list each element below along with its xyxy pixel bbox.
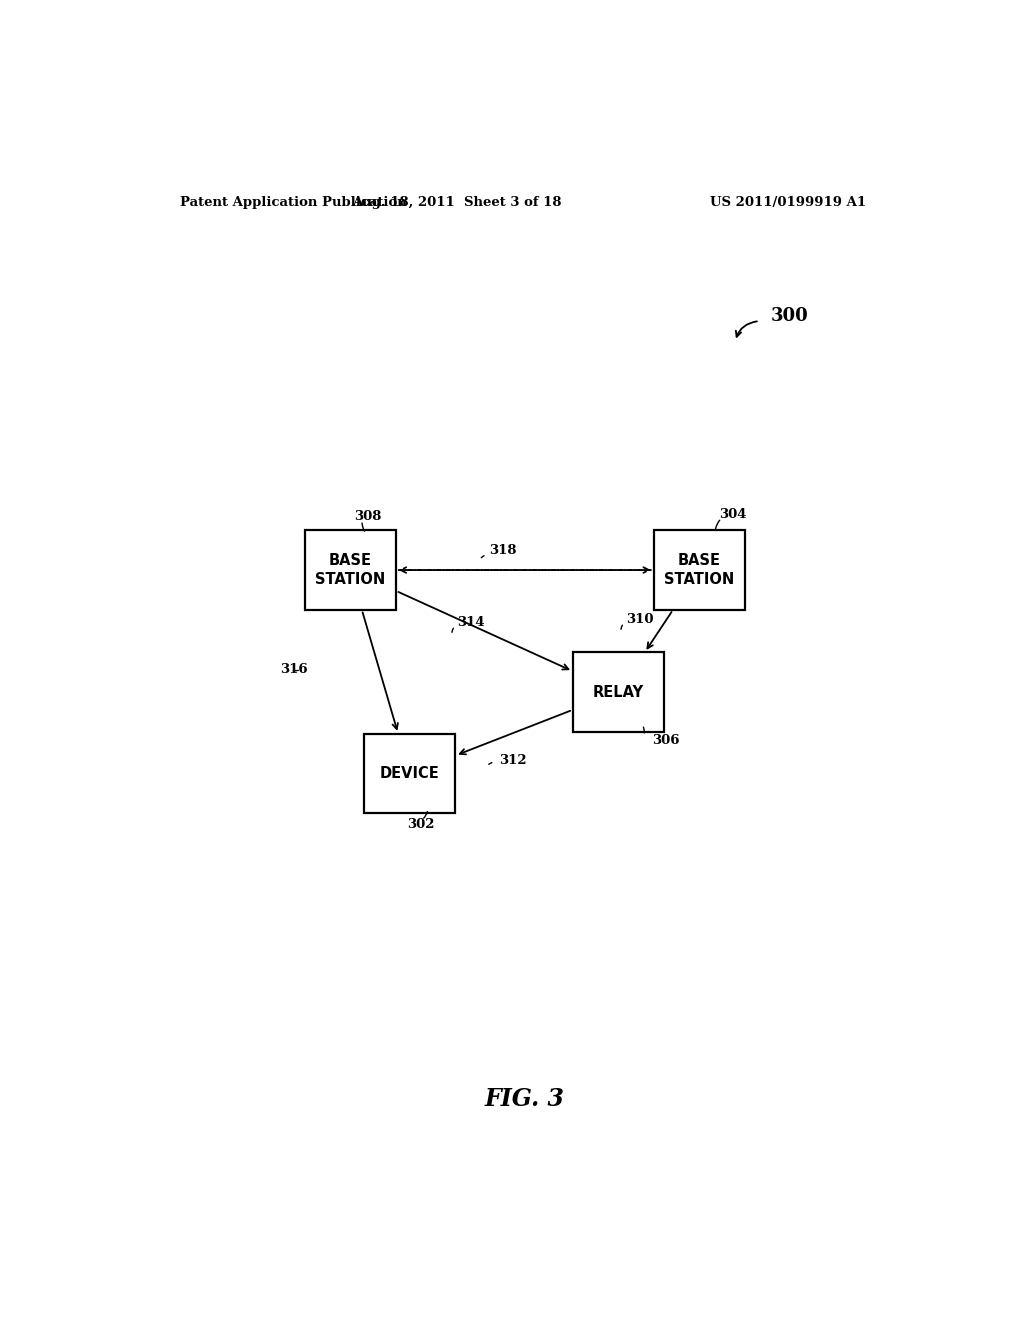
- FancyBboxPatch shape: [572, 652, 665, 731]
- Text: 302: 302: [408, 817, 435, 830]
- FancyBboxPatch shape: [653, 531, 745, 610]
- Text: 308: 308: [354, 510, 382, 523]
- FancyBboxPatch shape: [365, 734, 456, 813]
- Text: 306: 306: [652, 734, 679, 747]
- Text: RELAY: RELAY: [593, 685, 644, 700]
- Text: US 2011/0199919 A1: US 2011/0199919 A1: [710, 195, 866, 209]
- Text: 310: 310: [627, 614, 654, 627]
- FancyBboxPatch shape: [304, 531, 396, 610]
- Text: FIG. 3: FIG. 3: [484, 1086, 565, 1110]
- Text: 304: 304: [719, 508, 746, 520]
- Text: DEVICE: DEVICE: [380, 766, 439, 781]
- Text: 300: 300: [771, 308, 809, 325]
- Text: BASE
STATION: BASE STATION: [315, 553, 385, 587]
- Text: BASE
STATION: BASE STATION: [665, 553, 734, 587]
- Text: 316: 316: [281, 663, 308, 676]
- Text: 312: 312: [500, 754, 527, 767]
- Text: 314: 314: [458, 616, 485, 630]
- Text: Patent Application Publication: Patent Application Publication: [179, 195, 407, 209]
- Text: Aug. 18, 2011  Sheet 3 of 18: Aug. 18, 2011 Sheet 3 of 18: [352, 195, 562, 209]
- Text: 318: 318: [489, 544, 516, 557]
